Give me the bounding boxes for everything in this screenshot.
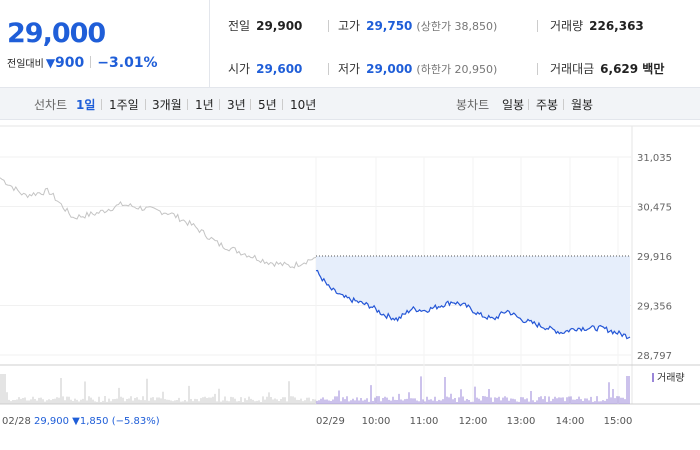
quote-stats: 전일 29,900 고가 29,750 (상한가 38,850) 거래량 226,363… xyxy=(210,0,700,88)
chart-tabs: 선차트 1일 1주일 3개월 1년 3년 5년 10년 봉차트 일봉 주봉 월봉 xyxy=(0,88,700,120)
prev-day-summary-part: 1,850 xyxy=(80,416,112,427)
tab-3y[interactable]: 3년 xyxy=(227,98,246,112)
current-price: 29,000 xyxy=(7,18,106,49)
price-change: 전일대비 ▼900 −3.01% xyxy=(7,55,158,71)
x-tick-label: 14:00 xyxy=(556,416,585,427)
today-price-line xyxy=(315,269,631,340)
candle-chart-label: 봉차트 xyxy=(456,98,490,112)
tab-weekly-candle[interactable]: 주봉 xyxy=(536,98,559,112)
stat-divider xyxy=(537,63,538,75)
x-tick-label: 12:00 xyxy=(459,416,488,427)
x-tick-label: 10:00 xyxy=(362,416,391,427)
prev-day-summary-part: 02/28 xyxy=(2,416,34,427)
change-value: 900 xyxy=(55,55,85,71)
tab-divider xyxy=(250,99,251,110)
prev-day-line xyxy=(0,177,317,269)
x-tick-label: 13:00 xyxy=(507,416,536,427)
price-summary: 29,000 전일대비 ▼900 −3.01% xyxy=(0,0,210,88)
stat-low: 저가 29,000 (하한가 20,950) xyxy=(338,62,498,76)
change-percent: −3.01% xyxy=(97,55,158,71)
prev-day-summary-part: ▼ xyxy=(72,416,80,427)
stat-prev: 전일 29,900 xyxy=(228,19,303,33)
tab-divider xyxy=(187,99,188,110)
line-chart-label: 선차트 xyxy=(34,98,68,112)
y-tick-label: 30,475 xyxy=(637,203,672,214)
volume-legend-label: 거래량 xyxy=(657,372,685,384)
stat-amount: 거래대금 6,629 백만 xyxy=(550,62,665,76)
down-arrow-icon: ▼ xyxy=(45,56,56,70)
stat-divider xyxy=(328,63,329,75)
x-tick-label: 15:00 xyxy=(604,416,633,427)
volume-legend-swatch xyxy=(652,373,654,382)
volume-bars xyxy=(0,374,630,404)
x-tick-label: 11:00 xyxy=(410,416,439,427)
tab-divider xyxy=(563,99,564,110)
y-tick-label: 29,356 xyxy=(637,302,672,313)
stat-open: 시가 29,600 xyxy=(228,62,303,76)
stat-divider xyxy=(537,20,538,32)
tab-divider xyxy=(145,99,146,110)
tab-10y[interactable]: 10년 xyxy=(290,98,317,112)
tab-divider xyxy=(219,99,220,110)
quote-header: 29,000 전일대비 ▼900 −3.01% 전일 29,900 고가 29,750(… xyxy=(0,0,700,88)
tab-1w[interactable]: 1주일 xyxy=(109,98,139,112)
y-tick-label: 28,797 xyxy=(637,351,672,362)
prev-day-summary-part: (−5.83%) xyxy=(112,416,160,427)
tab-daily-candle[interactable]: 일봉 xyxy=(502,98,525,112)
tab-monthly-candle[interactable]: 월봉 xyxy=(571,98,594,112)
chart-labels: 31,035 30,475 29,916 29,356 28,797 02/29 10:00… xyxy=(2,153,685,427)
stat-high: 고가 29,750 (상한가 38,850) xyxy=(338,19,498,33)
tab-divider xyxy=(101,99,102,110)
tab-5y[interactable]: 5년 xyxy=(258,98,277,112)
y-tick-label: 29,916 xyxy=(637,252,672,263)
stat-divider xyxy=(328,20,329,32)
tab-1y[interactable]: 1년 xyxy=(195,98,214,112)
price-chart: 31,035 30,475 29,916 29,356 28,797 02/29 10:00… xyxy=(0,120,700,450)
tab-1d[interactable]: 1일 xyxy=(76,98,96,112)
tab-divider xyxy=(528,99,529,110)
x-tick-label: 02/29 xyxy=(316,416,345,427)
today-fill-area xyxy=(316,256,630,339)
chart-plot xyxy=(0,177,631,340)
tab-3m[interactable]: 3개월 xyxy=(152,98,182,112)
tab-divider xyxy=(282,99,283,110)
y-tick-label: 31,035 xyxy=(637,153,672,164)
change-divider xyxy=(90,56,92,68)
stat-volume: 거래량 226,363 xyxy=(550,19,644,33)
prev-day-summary: 02/28 29,900 ▼1,850 (−5.83%) xyxy=(2,416,160,427)
prev-day-summary-part: 29,900 xyxy=(34,416,72,427)
change-label: 전일대비 xyxy=(7,59,44,70)
